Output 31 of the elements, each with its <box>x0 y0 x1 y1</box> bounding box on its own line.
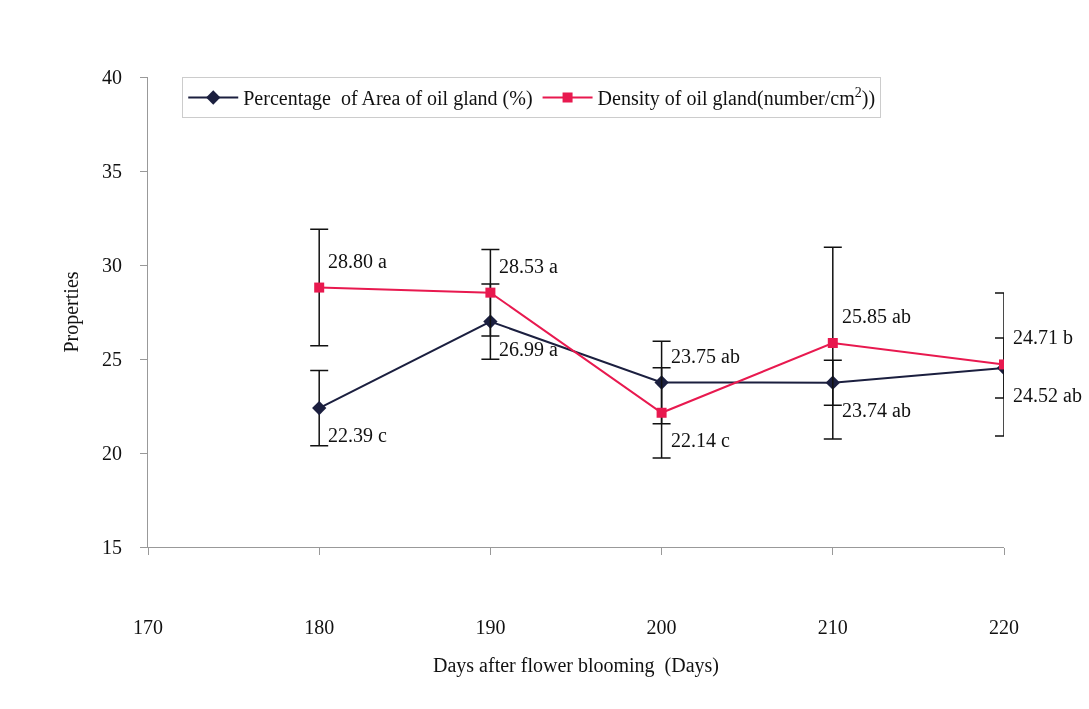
x-tick-label: 180 <box>304 616 335 638</box>
x-tick-label: 220 <box>989 616 1019 638</box>
x-axis-title: Days after flower blooming (Days) <box>432 653 720 677</box>
annotation: 24.52 ab <box>1013 384 1082 406</box>
annotation: 24.71 b <box>1013 326 1073 348</box>
y-tick-label: 30 <box>102 254 122 276</box>
annotation: 28.80 a <box>328 250 387 272</box>
y-tick-label: 20 <box>102 442 122 464</box>
legend-label: Percentage of Area of oil gland (%) <box>243 87 533 111</box>
annotation: 26.99 a <box>499 338 558 360</box>
point <box>656 407 667 418</box>
y-tick-label: 25 <box>102 348 122 370</box>
annotation: 25.85 ab <box>842 305 911 327</box>
x-tick-label: 200 <box>646 616 677 638</box>
y-tick-label: 15 <box>102 536 122 558</box>
point <box>312 400 327 416</box>
point <box>485 287 496 298</box>
annotation: 22.39 c <box>328 424 387 446</box>
annotation: 28.53 a <box>499 255 558 277</box>
x-tick-label: 170 <box>133 616 163 638</box>
legend-label: Density of oil gland(number/cm$^{2}$)) <box>597 84 876 111</box>
x-tick-label: 190 <box>475 616 506 638</box>
y-tick-label: 35 <box>102 160 122 182</box>
annotation: 23.74 ab <box>842 399 911 421</box>
point <box>827 338 838 349</box>
point <box>314 282 325 293</box>
annotation: 23.75 ab <box>671 345 740 367</box>
x-tick-label: 210 <box>817 616 848 638</box>
y-tick-label: 40 <box>102 66 122 88</box>
y-axis-title: Properties <box>59 271 83 353</box>
annotation: 22.14 c <box>671 429 730 451</box>
